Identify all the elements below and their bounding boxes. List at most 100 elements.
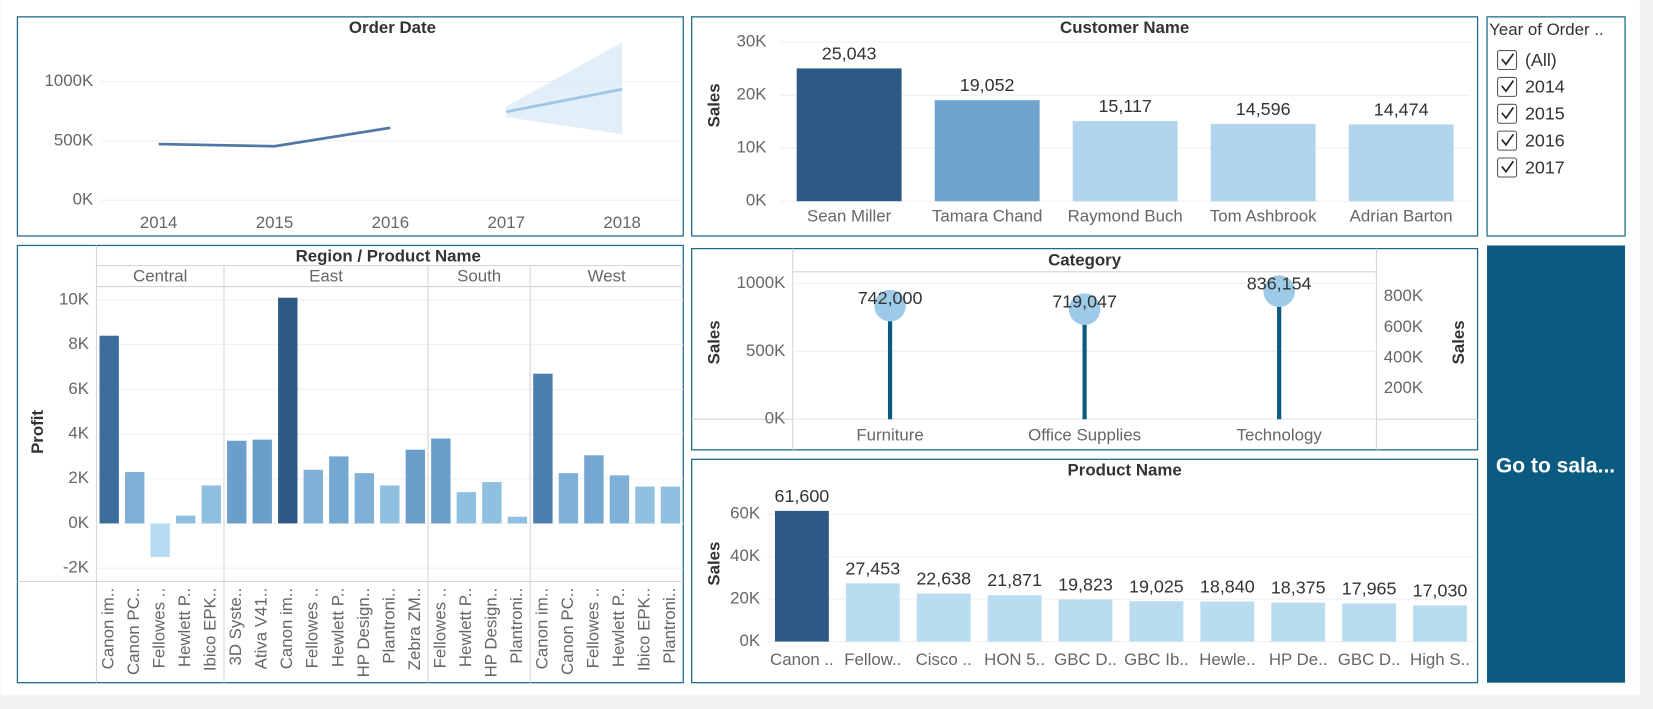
y-tick-label: 500K [746, 341, 786, 360]
y-axis-label: Sales [704, 542, 723, 586]
x-tick-label: HP Design.. [481, 588, 500, 678]
x-tick-label: HP De.. [1269, 650, 1328, 669]
bar [774, 510, 829, 642]
data-label: 17,030 [1413, 580, 1468, 600]
bar [176, 515, 196, 524]
bar [329, 456, 349, 524]
data-label: 61,600 [775, 486, 830, 506]
x-tick-label: Hewlett P.. [175, 588, 194, 667]
data-label: 19,052 [960, 75, 1015, 95]
y-axis-label: Profit [28, 410, 47, 454]
y-tick-label: 10K [59, 289, 90, 308]
y-tick-label: -2K [63, 558, 90, 577]
x-tick-label: Furniture [856, 426, 923, 445]
data-label: 836,154 [1247, 274, 1312, 294]
data-label: 17,965 [1342, 579, 1397, 599]
x-tick-label: HON 5.. [984, 650, 1045, 669]
data-label: 742,000 [858, 288, 923, 308]
y-axis-label: Sales [704, 320, 723, 364]
checkmark [1501, 80, 1515, 93]
navigation-button[interactable] [1487, 245, 1626, 683]
x-tick-label: Technology [1237, 426, 1323, 445]
data-label: 25,043 [822, 43, 877, 63]
x-tick-label: Plantroni.. [507, 588, 526, 664]
bar [252, 439, 272, 524]
y-tick-label: 0K [68, 513, 89, 532]
x-tick-label: Office Supplies [1028, 426, 1141, 445]
filter-option[interactable]: (All) [1525, 50, 1557, 70]
data-label: 27,453 [845, 558, 900, 578]
y-tick-label: 20K [736, 85, 767, 104]
x-tick-label: Adrian Barton [1350, 206, 1453, 225]
bar [584, 455, 604, 524]
checkbox[interactable] [1497, 103, 1518, 124]
bar [845, 583, 900, 642]
bar [405, 449, 426, 524]
x-tick-label: Fellow.. [844, 650, 901, 669]
checkbox[interactable] [1497, 76, 1518, 97]
bar [934, 100, 1040, 202]
x-tick-label: Cisco .. [916, 650, 972, 669]
y-tick-label: 0K [740, 631, 761, 650]
x-tick-label: Plantroni.. [660, 588, 679, 664]
lollipop-head [1263, 275, 1295, 308]
filter-option[interactable]: 2014 [1525, 77, 1565, 97]
checkbox[interactable] [1497, 130, 1518, 151]
bar [125, 472, 145, 524]
chart-title: Order Date [349, 18, 436, 37]
y-tick-label: 1000K [737, 273, 786, 292]
facet-header: West [588, 267, 626, 286]
lollipop-head [1068, 293, 1101, 325]
checkmark [1501, 106, 1515, 120]
x-tick-label: Canon im.. [277, 588, 296, 669]
x-tick-label: 2014 [140, 213, 177, 232]
data-label: 14,474 [1374, 100, 1429, 120]
bar [227, 440, 247, 524]
bar [1129, 601, 1184, 642]
x-tick-label: 3D Syste.. [226, 588, 245, 666]
data-label: 21,871 [987, 570, 1042, 590]
bar [635, 486, 655, 524]
x-tick-label: Fellowes .. [303, 588, 322, 669]
y-tick-label: 0K [73, 190, 94, 209]
data-label: 18,840 [1200, 577, 1255, 597]
facet-header: South [457, 267, 501, 286]
checkbox[interactable] [1497, 157, 1518, 178]
x-tick-label: 2016 [372, 213, 409, 232]
y-axis-label: Sales [704, 83, 723, 127]
x-tick-label: Canon PC.. [124, 588, 143, 675]
x-tick-label: Fellowes .. [583, 588, 602, 669]
filter-title: Year of Order .. [1489, 20, 1604, 39]
filter-option[interactable]: 2016 [1525, 130, 1565, 150]
bar [1342, 603, 1397, 642]
x-tick-label: Zebra ZM.. [405, 588, 424, 670]
chart-title: Category [1048, 251, 1122, 270]
x-tick-label: 2018 [603, 213, 640, 232]
y-tick-label: 8K [68, 334, 89, 353]
bar [609, 475, 630, 524]
x-tick-label: High S.. [1410, 650, 1470, 669]
x-tick-label: Hewlett P.. [328, 588, 347, 667]
filter-option[interactable]: 2015 [1525, 104, 1565, 124]
checkmark [1501, 160, 1515, 174]
y2-axis-label: Sales [1449, 320, 1468, 364]
bar [201, 485, 221, 524]
filter-option[interactable]: 2017 [1525, 157, 1565, 177]
x-tick-label: GBC D.. [1338, 650, 1401, 669]
bar [660, 486, 681, 524]
x-tick-label: 2015 [256, 213, 293, 232]
series-line [505, 87, 623, 114]
x-tick-label: Hewlett P.. [456, 588, 475, 667]
bar [278, 297, 298, 524]
bar [1271, 602, 1326, 642]
checkbox[interactable] [1497, 50, 1518, 71]
x-tick-label: Hewle.. [1199, 650, 1255, 669]
y-tick-label: 0K [765, 409, 786, 428]
bar [507, 516, 528, 524]
y-tick-label: 6K [68, 379, 89, 398]
data-label: 14,596 [1236, 99, 1291, 119]
bar [558, 473, 579, 524]
button-label[interactable]: Go to sala... [1496, 454, 1615, 477]
chart-title: Product Name [1068, 460, 1182, 479]
